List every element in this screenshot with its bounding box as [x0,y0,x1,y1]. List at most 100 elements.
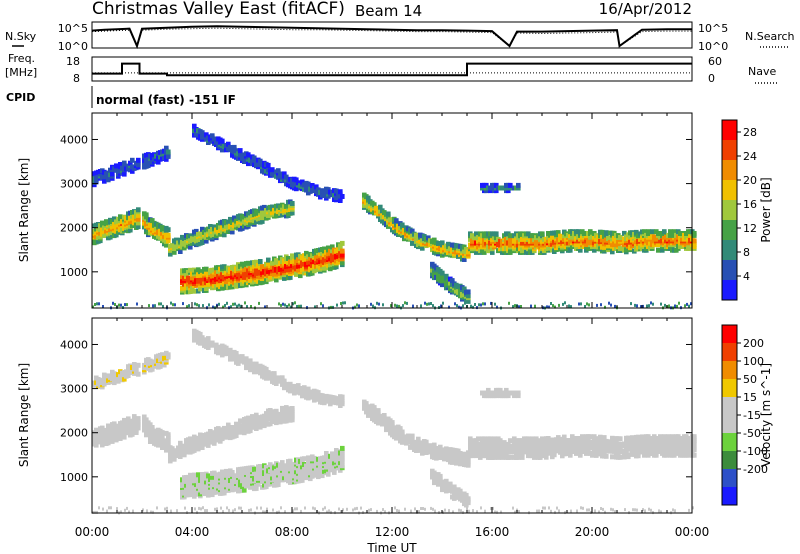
power-cell [400,222,405,228]
power-ground-cell [558,303,560,307]
power-cell [508,236,513,242]
power-ground-cell [378,302,380,306]
velocity-ground-cell [466,507,468,511]
velocity-cell [416,436,421,442]
power-cell [446,241,451,247]
velocity-ground-cell [102,507,104,511]
power-ground-cell [174,303,176,307]
velocity-cell [112,380,117,386]
velocity-ground-cell [346,507,348,511]
power-ground-cell [226,301,228,305]
power-ground-cell [614,304,616,308]
power-cell [618,235,623,240]
power-ground-cell [290,305,292,309]
power-cell [146,163,151,169]
power-ground-cell [652,302,654,306]
power-cell [488,188,493,194]
power-cell [604,230,609,236]
power-cell [238,148,243,154]
power-ground-cell [322,304,324,308]
power-ground-cell [564,301,566,305]
power-cell [466,293,471,299]
velocity-ground-cell [296,507,298,511]
power-ground-cell [118,303,120,307]
noise-left-tick-top: 10^5 [58,22,88,35]
velocity-ground-cell [214,507,216,511]
velocity-cell [300,477,305,483]
power-ground-cell [470,304,472,308]
power-cell [588,229,593,235]
velocity-ground-cell [232,509,234,513]
velocity-ground-cell [398,509,400,513]
velocity-cell [300,473,305,479]
velocity-cell [256,481,261,487]
power-ground-cell [610,303,612,307]
power-colorbar-segment [722,200,737,221]
cpid-mode-text: normal (fast) -151 IF [96,93,236,107]
power-ground-cell [194,302,196,306]
velocity-cell [280,405,285,411]
power-ground-cell [136,302,138,306]
velocity-cell [220,469,225,475]
velocity-cell [276,482,281,487]
velocity-cell [430,452,435,458]
power-ground-cell [396,304,398,308]
velocity-cell [234,351,239,356]
velocity-cell [262,423,267,429]
power-colorbar-segment [722,280,737,301]
power-ground-cell [154,304,156,308]
velocity-cell [466,496,471,502]
power-cell [650,229,655,235]
power-cell [204,266,209,272]
velocity-ground-cell [396,509,398,512]
power-ground-cell [244,301,246,305]
velocity-cell [126,416,131,422]
velocity-ground-cell [404,507,406,511]
power-cell [314,184,319,190]
velocity-ground-cell [240,506,242,510]
velocity-cell [410,433,415,439]
velocity-cell [476,436,481,442]
power-cell [204,132,209,138]
power-cell [378,204,383,210]
power-colorbar-tick-label: 24 [743,150,757,163]
velocity-cell [210,340,215,346]
power-cell [426,235,431,241]
power-ground-cell [96,302,98,306]
power-cell [622,230,627,236]
power-cell [114,163,119,169]
power-ground-cell [188,304,190,308]
velocity-ground-cell [304,506,306,510]
power-ground-cell [424,301,426,305]
velocity-cell [438,444,443,450]
power-ground-cell [688,304,690,308]
power-cell [234,148,239,154]
power-ground-cell [358,304,360,308]
velocity-ground-cell [126,506,128,510]
power-ground-cell [294,301,296,305]
power-ground-cell [160,302,162,306]
velocity-ground-cell [368,508,370,512]
nave-right-tick-top: 60 [708,55,722,68]
power-cell [290,210,295,216]
power-ground-cell [212,305,214,309]
velocity-cell [254,361,259,367]
velocity-cell [242,430,247,436]
velocity-cell [224,345,229,351]
power-cell [188,233,193,239]
power-cell [422,234,427,239]
power-cell [436,241,441,246]
power-ground-cell [428,302,430,306]
power-cell [214,233,219,239]
power-cell [484,188,489,194]
power-ground-cell [636,304,638,308]
power-ground-cell [640,305,642,309]
velocity-cell [408,444,413,450]
power-cell [282,171,287,177]
power-cell [316,187,321,193]
velocity-ground-cell [228,508,230,512]
power-cell [246,152,251,158]
